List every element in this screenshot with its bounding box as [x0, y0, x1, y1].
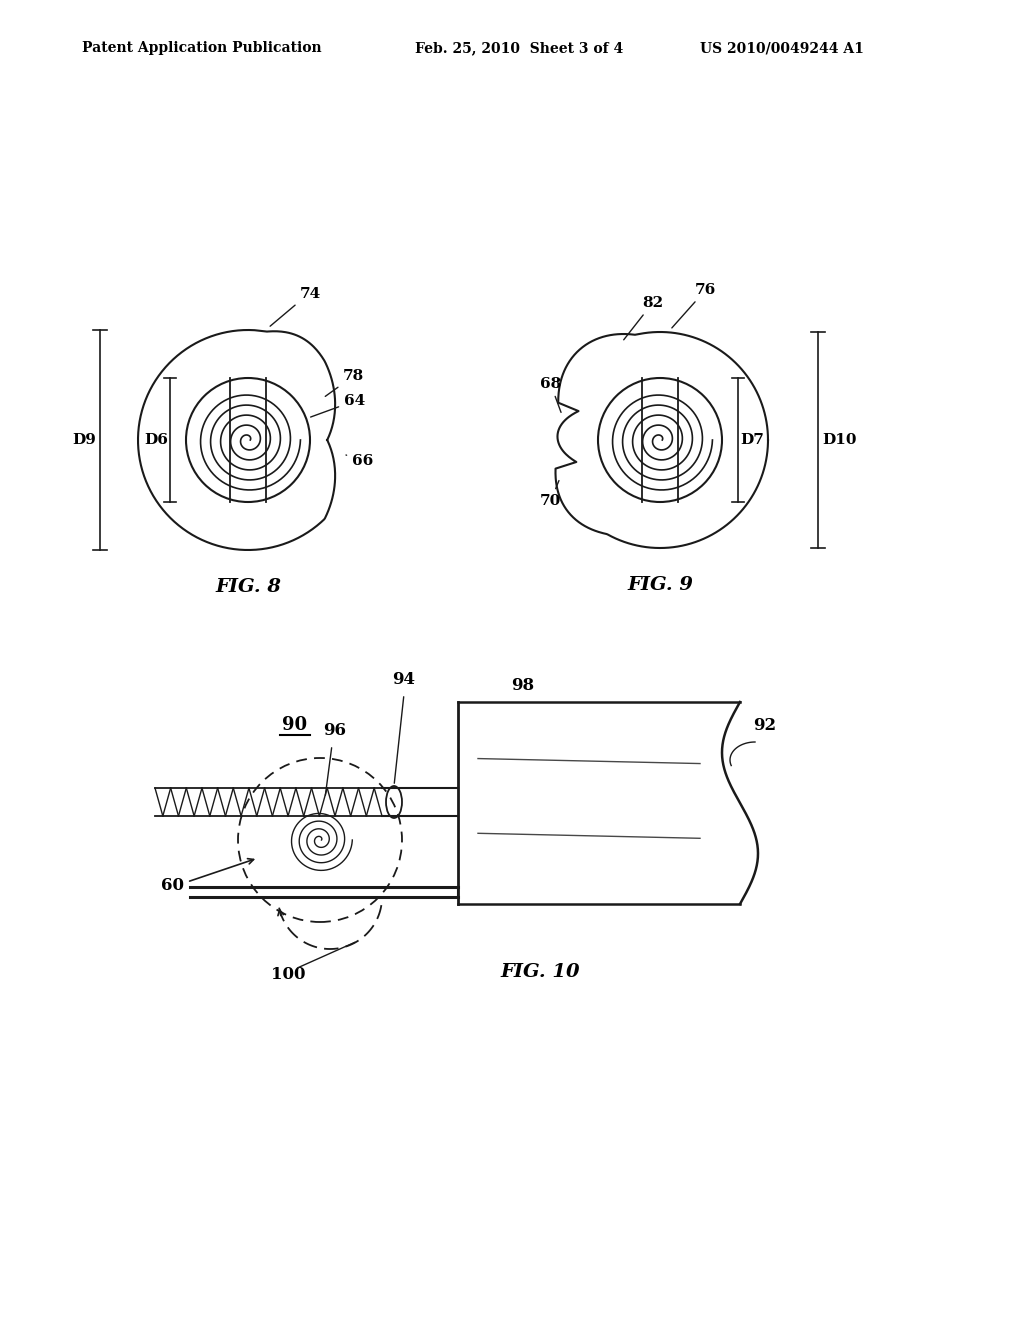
Text: 94: 94	[392, 671, 416, 688]
Text: Feb. 25, 2010  Sheet 3 of 4: Feb. 25, 2010 Sheet 3 of 4	[415, 41, 624, 55]
Text: 64: 64	[310, 393, 366, 417]
Text: 98: 98	[511, 677, 535, 694]
Text: D10: D10	[822, 433, 857, 447]
Text: FIG. 8: FIG. 8	[215, 578, 281, 597]
Text: Patent Application Publication: Patent Application Publication	[82, 41, 322, 55]
Text: 74: 74	[270, 286, 322, 326]
Text: 100: 100	[270, 966, 305, 983]
Text: FIG. 10: FIG. 10	[500, 964, 580, 981]
Text: 78: 78	[326, 370, 365, 396]
Text: FIG. 9: FIG. 9	[627, 576, 693, 594]
Text: 70: 70	[540, 480, 561, 508]
Text: 90: 90	[283, 715, 307, 734]
Text: D7: D7	[740, 433, 764, 447]
Text: D9: D9	[72, 433, 96, 447]
Text: 76: 76	[672, 282, 716, 327]
Text: US 2010/0049244 A1: US 2010/0049244 A1	[700, 41, 864, 55]
Text: D6: D6	[144, 433, 168, 447]
Text: 92: 92	[754, 717, 776, 734]
Text: 68: 68	[540, 378, 561, 412]
Text: 66: 66	[346, 454, 374, 469]
Text: 82: 82	[624, 296, 664, 339]
Text: 96: 96	[324, 722, 346, 739]
Text: 60: 60	[161, 876, 183, 894]
